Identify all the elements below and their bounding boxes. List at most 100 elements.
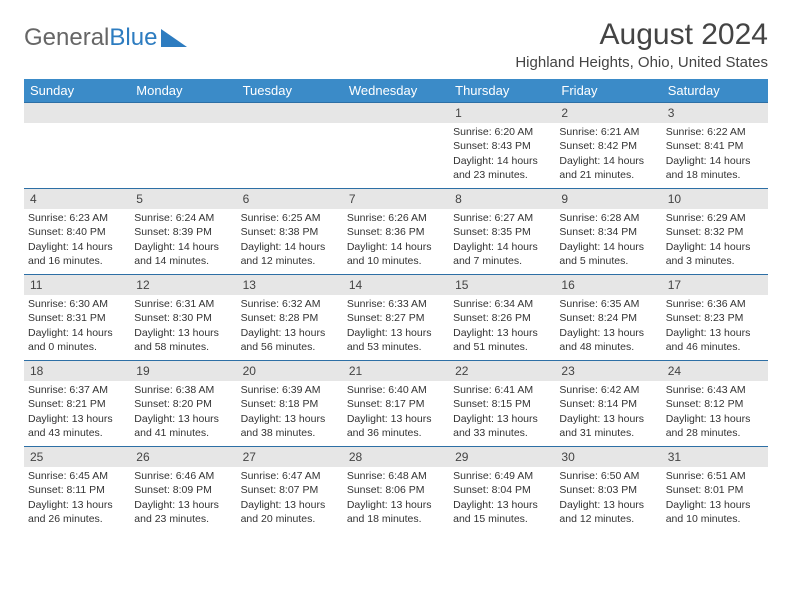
- calendar: Sunday Monday Tuesday Wednesday Thursday…: [24, 79, 768, 532]
- daylight-text: and 10 minutes.: [347, 254, 445, 268]
- week-row: 18Sunrise: 6:37 AMSunset: 8:21 PMDayligh…: [24, 360, 768, 446]
- day-number: 3: [662, 102, 768, 123]
- day-number: 11: [24, 274, 130, 295]
- day-cell: 31Sunrise: 6:51 AMSunset: 8:01 PMDayligh…: [662, 446, 768, 532]
- brand-word1: General: [24, 24, 109, 52]
- day-header-tue: Tuesday: [237, 79, 343, 102]
- sunset-text: Sunset: 8:30 PM: [134, 311, 232, 325]
- sunset-text: Sunset: 8:15 PM: [453, 397, 551, 411]
- day-cell: [130, 102, 236, 188]
- sunset-text: Sunset: 8:23 PM: [666, 311, 764, 325]
- day-header-sun: Sunday: [24, 79, 130, 102]
- daylight-text: Daylight: 13 hours: [666, 412, 764, 426]
- sunset-text: Sunset: 8:28 PM: [241, 311, 339, 325]
- sunrise-text: Sunrise: 6:38 AM: [134, 383, 232, 397]
- day-cell: 6Sunrise: 6:25 AMSunset: 8:38 PMDaylight…: [237, 188, 343, 274]
- daylight-text: Daylight: 13 hours: [666, 498, 764, 512]
- daylight-text: Daylight: 14 hours: [28, 240, 126, 254]
- daylight-text: Daylight: 14 hours: [666, 154, 764, 168]
- day-cell: [343, 102, 449, 188]
- sunrise-text: Sunrise: 6:32 AM: [241, 297, 339, 311]
- day-header-row: Sunday Monday Tuesday Wednesday Thursday…: [24, 79, 768, 102]
- sunrise-text: Sunrise: 6:30 AM: [28, 297, 126, 311]
- brand-logo: GeneralBlue: [24, 18, 187, 52]
- daylight-text: and 12 minutes.: [559, 512, 657, 526]
- sunrise-text: Sunrise: 6:23 AM: [28, 211, 126, 225]
- daylight-text: Daylight: 13 hours: [241, 498, 339, 512]
- day-cell: 26Sunrise: 6:46 AMSunset: 8:09 PMDayligh…: [130, 446, 236, 532]
- daylight-text: Daylight: 13 hours: [134, 326, 232, 340]
- day-number: 30: [555, 446, 661, 467]
- daylight-text: and 31 minutes.: [559, 426, 657, 440]
- week-row: 4Sunrise: 6:23 AMSunset: 8:40 PMDaylight…: [24, 188, 768, 274]
- day-cell: 15Sunrise: 6:34 AMSunset: 8:26 PMDayligh…: [449, 274, 555, 360]
- day-number: 17: [662, 274, 768, 295]
- sunset-text: Sunset: 8:03 PM: [559, 483, 657, 497]
- day-cell: 18Sunrise: 6:37 AMSunset: 8:21 PMDayligh…: [24, 360, 130, 446]
- daylight-text: and 15 minutes.: [453, 512, 551, 526]
- day-number: 28: [343, 446, 449, 467]
- sunset-text: Sunset: 8:06 PM: [347, 483, 445, 497]
- sunset-text: Sunset: 8:18 PM: [241, 397, 339, 411]
- day-number: 2: [555, 102, 661, 123]
- day-cell: 29Sunrise: 6:49 AMSunset: 8:04 PMDayligh…: [449, 446, 555, 532]
- daylight-text: Daylight: 13 hours: [28, 498, 126, 512]
- sunset-text: Sunset: 8:34 PM: [559, 225, 657, 239]
- sunset-text: Sunset: 8:26 PM: [453, 311, 551, 325]
- sunrise-text: Sunrise: 6:31 AM: [134, 297, 232, 311]
- daylight-text: Daylight: 14 hours: [453, 154, 551, 168]
- daylight-text: and 12 minutes.: [241, 254, 339, 268]
- day-cell: 28Sunrise: 6:48 AMSunset: 8:06 PMDayligh…: [343, 446, 449, 532]
- daylight-text: Daylight: 14 hours: [241, 240, 339, 254]
- daylight-text: and 3 minutes.: [666, 254, 764, 268]
- sunrise-text: Sunrise: 6:29 AM: [666, 211, 764, 225]
- sunset-text: Sunset: 8:07 PM: [241, 483, 339, 497]
- daylight-text: and 46 minutes.: [666, 340, 764, 354]
- sunset-text: Sunset: 8:14 PM: [559, 397, 657, 411]
- day-cell: 11Sunrise: 6:30 AMSunset: 8:31 PMDayligh…: [24, 274, 130, 360]
- sunset-text: Sunset: 8:32 PM: [666, 225, 764, 239]
- day-cell: 27Sunrise: 6:47 AMSunset: 8:07 PMDayligh…: [237, 446, 343, 532]
- daylight-text: and 23 minutes.: [134, 512, 232, 526]
- day-cell: [24, 102, 130, 188]
- sunset-text: Sunset: 8:39 PM: [134, 225, 232, 239]
- sunrise-text: Sunrise: 6:37 AM: [28, 383, 126, 397]
- daylight-text: and 18 minutes.: [666, 168, 764, 182]
- day-number: [24, 102, 130, 123]
- day-number: [130, 102, 236, 123]
- day-cell: 25Sunrise: 6:45 AMSunset: 8:11 PMDayligh…: [24, 446, 130, 532]
- sunrise-text: Sunrise: 6:41 AM: [453, 383, 551, 397]
- sunset-text: Sunset: 8:42 PM: [559, 139, 657, 153]
- daylight-text: and 20 minutes.: [241, 512, 339, 526]
- sunset-text: Sunset: 8:35 PM: [453, 225, 551, 239]
- header: GeneralBlue August 2024 Highland Heights…: [24, 18, 768, 71]
- day-number: 4: [24, 188, 130, 209]
- day-cell: 20Sunrise: 6:39 AMSunset: 8:18 PMDayligh…: [237, 360, 343, 446]
- day-header-thu: Thursday: [449, 79, 555, 102]
- daylight-text: and 5 minutes.: [559, 254, 657, 268]
- daylight-text: Daylight: 13 hours: [453, 326, 551, 340]
- sunrise-text: Sunrise: 6:50 AM: [559, 469, 657, 483]
- daylight-text: Daylight: 13 hours: [453, 412, 551, 426]
- day-cell: 19Sunrise: 6:38 AMSunset: 8:20 PMDayligh…: [130, 360, 236, 446]
- brand-word2: Blue: [109, 24, 157, 52]
- daylight-text: and 7 minutes.: [453, 254, 551, 268]
- day-cell: 10Sunrise: 6:29 AMSunset: 8:32 PMDayligh…: [662, 188, 768, 274]
- day-number: 20: [237, 360, 343, 381]
- week-row: 25Sunrise: 6:45 AMSunset: 8:11 PMDayligh…: [24, 446, 768, 532]
- sunrise-text: Sunrise: 6:33 AM: [347, 297, 445, 311]
- day-cell: 7Sunrise: 6:26 AMSunset: 8:36 PMDaylight…: [343, 188, 449, 274]
- sunset-text: Sunset: 8:12 PM: [666, 397, 764, 411]
- sunset-text: Sunset: 8:40 PM: [28, 225, 126, 239]
- sunrise-text: Sunrise: 6:35 AM: [559, 297, 657, 311]
- daylight-text: and 33 minutes.: [453, 426, 551, 440]
- day-number: 26: [130, 446, 236, 467]
- sunset-text: Sunset: 8:17 PM: [347, 397, 445, 411]
- sunset-text: Sunset: 8:38 PM: [241, 225, 339, 239]
- week-row: 11Sunrise: 6:30 AMSunset: 8:31 PMDayligh…: [24, 274, 768, 360]
- sunset-text: Sunset: 8:43 PM: [453, 139, 551, 153]
- daylight-text: Daylight: 13 hours: [347, 412, 445, 426]
- day-cell: 24Sunrise: 6:43 AMSunset: 8:12 PMDayligh…: [662, 360, 768, 446]
- daylight-text: Daylight: 13 hours: [134, 412, 232, 426]
- day-number: 13: [237, 274, 343, 295]
